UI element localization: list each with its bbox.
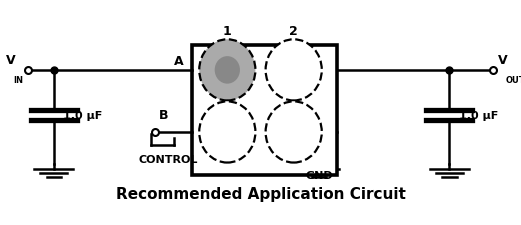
Text: IN: IN <box>14 76 23 85</box>
Text: Recommended Application Circuit: Recommended Application Circuit <box>116 186 405 201</box>
Ellipse shape <box>266 40 322 101</box>
Ellipse shape <box>199 102 255 163</box>
Text: CONTROL: CONTROL <box>139 155 199 164</box>
Bar <box>192 46 337 175</box>
Ellipse shape <box>266 102 322 163</box>
Text: 1.0 μF: 1.0 μF <box>458 111 498 121</box>
Text: 1: 1 <box>223 25 232 38</box>
Text: GND: GND <box>305 170 333 180</box>
Text: V: V <box>498 54 507 67</box>
Text: OUT: OUT <box>505 76 521 85</box>
Text: A: A <box>175 55 184 68</box>
Text: 2: 2 <box>289 25 298 38</box>
Ellipse shape <box>199 40 255 101</box>
Text: V: V <box>6 54 16 67</box>
Ellipse shape <box>215 57 240 84</box>
Text: B: B <box>159 108 168 121</box>
Text: 1.0 μF: 1.0 μF <box>63 111 102 121</box>
